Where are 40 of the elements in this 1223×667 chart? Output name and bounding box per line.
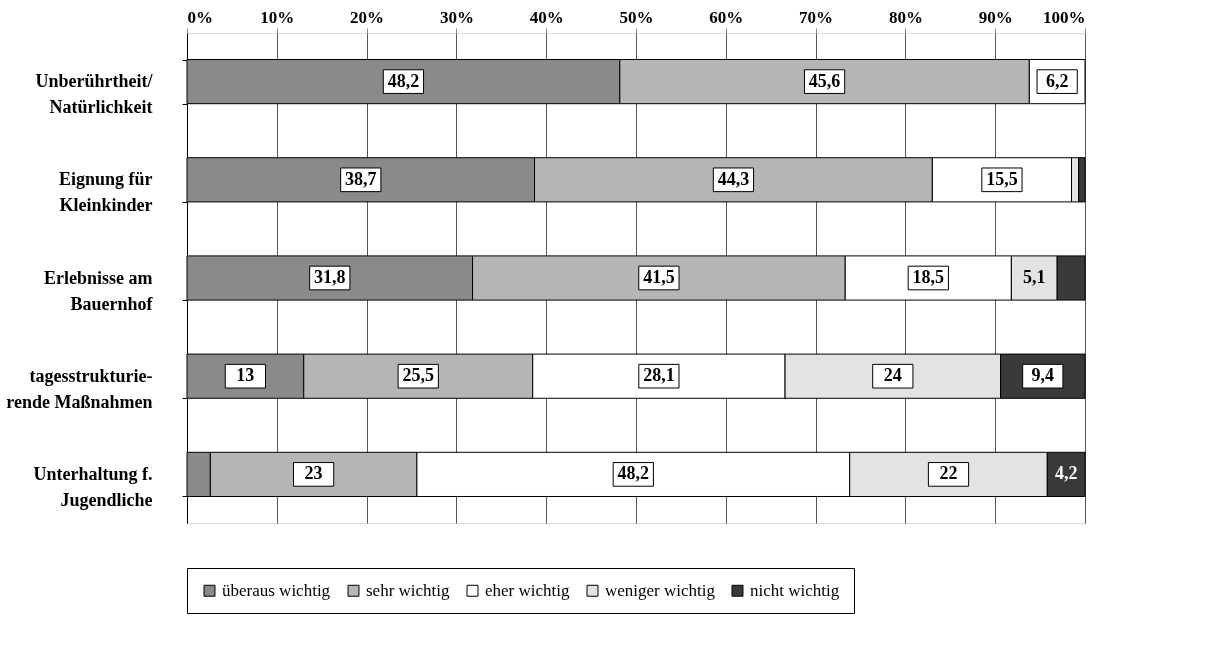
data-label: 28,1: [643, 365, 675, 386]
data-label: 6,2: [1045, 70, 1069, 91]
data-label: 41,5: [643, 267, 675, 287]
x-tick-label: 50%: [619, 7, 654, 27]
y-tick-label: Erlebnisse am Bauernhof: [43, 267, 154, 314]
data-label: 9,4: [1031, 365, 1055, 386]
x-tick-label: 40%: [529, 7, 564, 27]
y-tick-label: Unberührtheit/ Natürlichkeit: [35, 71, 154, 118]
data-label: 38,7: [345, 168, 377, 189]
y-tick-label: Eignung für Kleinkinder: [58, 169, 153, 216]
data-label: 15,5: [986, 168, 1018, 189]
data-label: 48,2: [617, 463, 650, 484]
x-tick-label: 20%: [350, 7, 385, 27]
data-label: 45,6: [808, 70, 841, 91]
legend-label: nicht wichtig: [750, 580, 840, 600]
x-tick-label: 10%: [260, 7, 295, 27]
x-tick-label: 70%: [799, 7, 834, 27]
data-label: 4,2: [1054, 463, 1078, 484]
data-label: 18,5: [912, 267, 945, 287]
data-label: 44,3: [717, 168, 750, 189]
x-tick-label: 0%: [187, 7, 213, 27]
x-tick-label: 80%: [888, 7, 923, 27]
x-tick-label: 90%: [978, 7, 1013, 27]
legend-label: weniger wichtig: [605, 580, 716, 600]
data-label: 31,8: [314, 267, 346, 287]
legend-label: sehr wichtig: [366, 580, 451, 600]
x-tick-label: 30%: [439, 7, 474, 27]
data-label: 13: [236, 365, 255, 386]
legend-label: überaus wichtig: [222, 580, 331, 600]
data-label: 24: [883, 365, 902, 386]
legend-label: eher wichtig: [485, 580, 570, 600]
data-label: 22: [939, 463, 958, 484]
data-label: 25,5: [402, 365, 434, 386]
x-tick-label: 60%: [709, 7, 744, 27]
y-tick-label: tagesstrukturie- rende Maßnahmen: [6, 365, 153, 412]
data-label: 23: [304, 463, 323, 484]
y-tick-label: Unterhaltung f. Jugendliche: [33, 463, 153, 510]
data-label: 48,2: [387, 70, 420, 91]
x-tick-label: 100%: [1043, 7, 1086, 27]
data-label: 5,1: [1023, 267, 1046, 287]
